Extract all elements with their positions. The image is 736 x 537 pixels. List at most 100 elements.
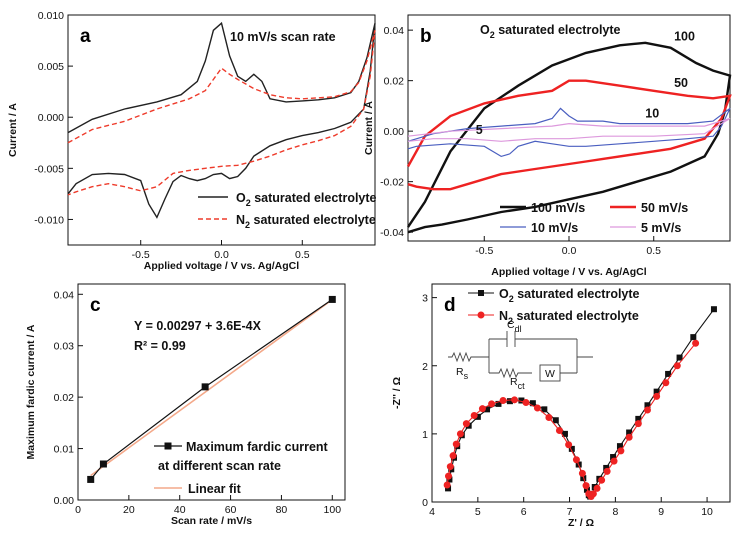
panel-d-o2-point [710,306,717,313]
panel-d-o2-point [676,354,683,361]
panel-d-legend-marker [477,311,485,319]
panel-c-data-point [87,475,95,483]
panel-d-n2-point [634,420,642,428]
panel-c-y-axis-label: Maximum fardic current / A [25,324,37,459]
panel-b-series-50-line [406,79,732,191]
panel-d-o2-point [474,413,481,420]
panel-d-n2-point [522,399,530,407]
panel-d-xtick-label: 7 [567,506,573,518]
panel-d-o2-point [552,417,559,424]
panel-c-fit-line [90,298,333,477]
panel-a-x-axis-label: Applied voltage / V vs. Ag/AgCl [144,260,299,272]
panel-d-xtick-label: 9 [658,506,664,518]
panel-d-o2-point [653,388,660,395]
panel-d-n2-point [603,467,611,475]
panel-a-ytick-label: 0.000 [38,112,64,124]
panel-d-ytick-label: 0 [422,497,428,509]
panel-b: -0.5 0.0 0.5 -0.04 -0.02 0.00 0.02 0.04 Applied … [363,14,732,278]
panel-d-o2-point [484,406,491,413]
panel-a-xtick-label: -0.5 [132,249,150,261]
panel-c-ytick-label: 0.01 [54,444,75,456]
panel-a-series-n2-line [67,30,376,196]
panel-b-curve-label-5: 5 [476,123,483,137]
panel-d-n2-point [610,457,618,465]
panel-b-x-axis-label: Applied voltage / V vs. Ag/AgCl [491,266,646,278]
panel-d-n2-point [582,482,590,490]
panel-d-o2-point [518,397,525,404]
panel-b-legend-label: 10 mV/s [531,221,578,235]
panel-d-letter: d [444,295,456,316]
circuit-wires [477,338,593,373]
panel-a: -0.5 0.0 0.5 -0.010 -0.005 0.000 0.005 0.010 App… [7,10,377,272]
panel-d-n2-point [593,484,601,492]
panel-c-xtick-label: 0 [75,504,81,516]
panel-d-n2-point [452,440,460,448]
panel-c-ytick-label: 0.00 [54,495,75,507]
panel-b-ytick-label: -0.02 [380,177,404,189]
panel-d-n2-point [456,430,464,438]
panel-c-letter: c [90,295,101,316]
panel-d-xtick-label: 5 [475,506,481,518]
panel-b-ytick-label: 0.04 [384,25,405,37]
panel-a-series-o2-line [67,21,376,219]
panel-d-legend-marker [478,290,484,296]
panel-d-n2-point [598,476,606,484]
panel-c-data-point [328,295,336,303]
panel-d-o2-point [626,429,633,436]
panel-d-ytick-label: 3 [422,293,428,305]
panel-b-xtick-label: 0.0 [562,245,577,257]
panel-b-y-axis-label: Current / A [363,101,375,155]
panel-c-data-point [99,460,107,468]
panel-c-xtick-label: 40 [174,504,186,516]
panel-c-plot-frame [77,283,346,501]
panel-a-ytick-label: 0.010 [38,10,64,22]
panel-a-ytick-label: -0.010 [34,214,64,226]
panel-d-o2-point [616,443,623,450]
panel-b-ytick-label: 0.00 [384,126,405,138]
panel-c-ytick-label: 0.03 [54,341,75,353]
panel-d-xtick-label: 10 [701,506,713,518]
panel-c-legend-label: Maximum fardic current [186,440,329,454]
panel-b-legend-label: 5 mV/s [641,221,681,235]
panel-d-n2-point [673,362,681,370]
panel-d-n2-point [446,463,454,471]
panel-b-curve-label-50: 50 [674,76,688,90]
panel-b-letter: b [420,26,432,47]
panel-d-n2-point [478,405,486,413]
panel-d-n2-point [443,481,451,489]
panel-d-o2-point [635,415,642,422]
panel-d-o2-point [529,400,536,407]
panel-d-o2-point [561,430,568,437]
panel-d-n2-point [653,392,661,400]
panel-d-xtick-label: 6 [521,506,527,518]
circuit-rct-label: Rct [510,376,525,391]
panel-a-xtick-label: 0.5 [295,249,310,261]
panel-d-n2-point [445,472,453,480]
panel-b-legend-label: 100 mV/s [531,201,585,215]
panel-d-n2-point [488,400,496,408]
panel-d-ytick-label: 2 [422,361,428,373]
panel-a-letter: a [80,26,91,47]
panel-c-legend-fit-label: Linear fit [188,482,242,496]
panel-d-x-axis-label: Z' / Ω [568,517,594,529]
panel-d-n2-point [572,456,580,464]
panel-d-n2-point [643,406,651,414]
panel-b-xtick-label: 0.5 [646,245,661,257]
panel-d-o2-point [644,402,651,409]
panel-d-o2-point [541,406,548,413]
panel-c-ytick-label: 0.02 [54,392,75,404]
circuit-rct-resistor [489,367,532,379]
panel-d-n2-point [533,404,541,412]
panel-d-legend-label: N2 saturated electrolyte [499,309,639,326]
panel-c-legend-label-line2: at different scan rate [158,459,281,473]
panel-d: 4 5 6 7 8 9 10 0 1 2 3 Z' / Ω -Z'' / Ω d O2 saturated … [391,283,731,529]
panel-d-n2-point [662,379,670,387]
panel-d-plot-frame [431,283,731,503]
panel-a-legend-label: O2 saturated electrolyte [236,191,377,208]
panel-a-xtick-label: 0.0 [214,249,229,261]
circuit-rs-resistor [448,351,477,363]
panel-d-o2-point [446,476,453,483]
panel-c-data-point [201,383,209,391]
panel-a-legend-label: N2 saturated electrolyte [236,213,376,230]
